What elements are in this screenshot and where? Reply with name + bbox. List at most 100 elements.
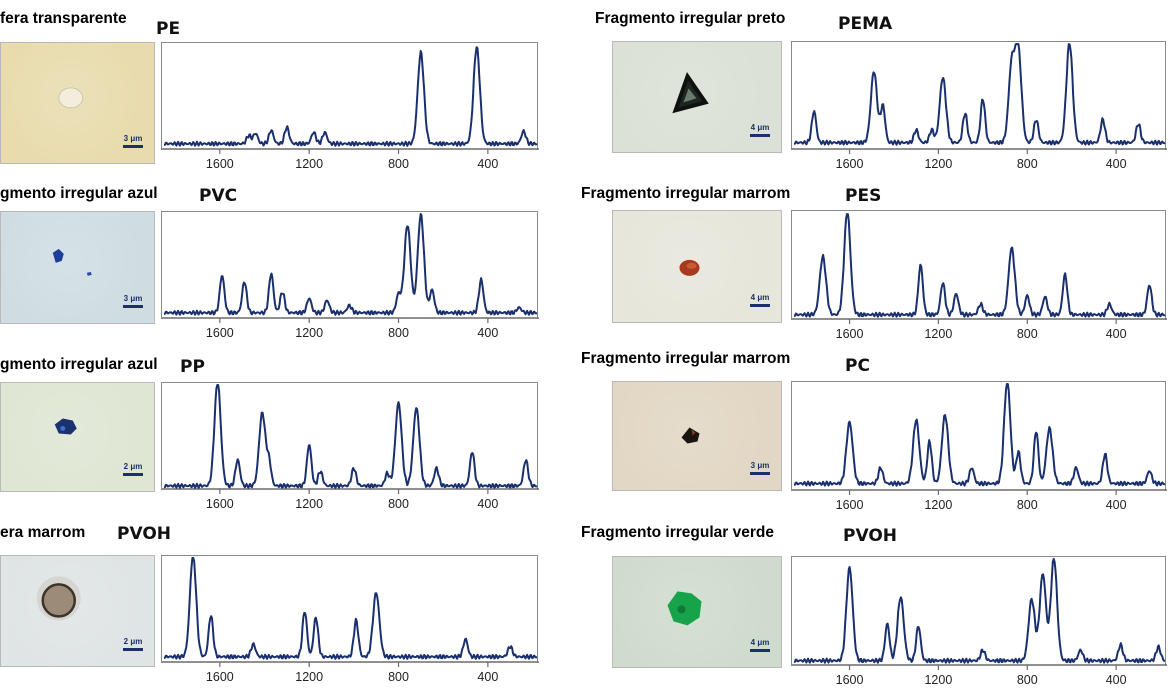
x-tick-label: 1200: [924, 327, 952, 341]
raman-spectrum-chart: 1600 1200 800 400: [791, 41, 1167, 171]
sample-description: gmento irregular azul: [0, 185, 158, 202]
x-tick-label: 400: [1106, 498, 1127, 512]
scale-bar: [750, 304, 770, 307]
x-tick-label: 800: [1017, 327, 1038, 341]
particle-micrograph: 4 μm: [612, 41, 782, 153]
red-brown-fragment-icon: [679, 259, 700, 276]
sample-description: Fragmento irregular marrom: [581, 350, 791, 367]
x-tick-label: 1600: [836, 327, 864, 341]
polymer-label: PVOH: [117, 524, 171, 544]
x-tick-label: 1200: [295, 497, 323, 511]
raman-spectrum-chart: 1600 1200 800 400: [791, 556, 1167, 687]
spectrum-line: [163, 212, 538, 316]
sample-description: gmento irregular azul: [0, 356, 158, 373]
spectrum-svg: 1600 1200 800 400: [162, 556, 539, 684]
spectrum-svg: 1600 1200 800 400: [162, 383, 539, 511]
sample-description: Fragmento irregular verde: [581, 524, 774, 541]
scale-bar-label: 4 μm: [750, 638, 770, 647]
scale-bar-label: 3 μm: [750, 461, 770, 470]
particle-micrograph: 3 μm: [612, 381, 782, 491]
spectrum-svg: 1600 1200 800 400: [792, 382, 1167, 512]
raman-spectrum-chart: 1600 1200 800 400: [161, 42, 539, 171]
x-tick-label: 800: [388, 670, 409, 684]
faint-transparent-sphere-icon: [58, 87, 84, 109]
x-tick-label: 400: [1106, 327, 1127, 341]
particle-micrograph: 3 μm: [0, 42, 155, 164]
x-tick-label: 1200: [295, 326, 323, 340]
scale-bar: [123, 648, 143, 651]
x-tick-label: 1600: [206, 326, 234, 340]
x-tick-label: 1200: [924, 157, 952, 171]
spectrum-svg: 1600 1200 800 400: [792, 42, 1167, 171]
raman-spectrum-chart: 1600 1200 800 400: [161, 382, 539, 511]
sample-description: Fragmento irregular preto: [595, 10, 786, 27]
scale-bar-label: 3 μm: [123, 134, 143, 143]
scale-bar: [750, 134, 770, 137]
x-tick-label: 800: [1017, 498, 1038, 512]
x-tick-label: 400: [477, 670, 498, 684]
scale-bar-label: 4 μm: [750, 123, 770, 132]
spectrum-line: [793, 42, 1166, 146]
x-tick-label: 1200: [924, 673, 952, 687]
polymer-label: PEMA: [838, 14, 893, 34]
x-tick-label: 1600: [836, 673, 864, 687]
spectrum-line: [793, 557, 1166, 664]
scale-bar: [123, 145, 143, 148]
x-tick-label: 1200: [295, 157, 323, 171]
spectrum-line: [793, 382, 1166, 487]
x-tick-label: 1600: [836, 157, 864, 171]
raman-spectrum-chart: 1600 1200 800 400: [161, 555, 539, 684]
dark-blue-fragment-icon: [54, 418, 77, 435]
brown-sphere-icon: [36, 576, 81, 621]
polymer-label: PC: [845, 356, 870, 376]
x-tick-label: 400: [1106, 673, 1127, 687]
x-tick-label: 800: [1017, 673, 1038, 687]
particle-micrograph: 2 μm: [0, 555, 155, 667]
x-tick-label: 800: [388, 497, 409, 511]
raman-spectrum-chart: 1600 1200 800 400: [791, 381, 1167, 512]
scale-bar: [750, 649, 770, 652]
black-triangular-fragment-icon: [672, 72, 709, 114]
x-tick-label: 1600: [206, 157, 234, 171]
spectrum-line: [793, 213, 1166, 318]
x-tick-label: 800: [388, 157, 409, 171]
sample-description: fera transparente: [0, 10, 127, 27]
polymer-label: PVOH: [843, 526, 897, 546]
x-tick-label: 800: [388, 326, 409, 340]
spectrum-svg: 1600 1200 800 400: [792, 213, 1167, 341]
x-tick-label: 1600: [206, 670, 234, 684]
dark-fragment-icon: [681, 427, 700, 444]
polymer-label: PES: [845, 186, 882, 206]
x-tick-label: 1600: [836, 498, 864, 512]
sample-description: era marrom: [0, 524, 86, 541]
spectrum-svg: 1600 1200 800 400: [792, 557, 1167, 687]
spectrum-svg: 1600 1200 800 400: [162, 46, 539, 171]
raman-spectrum-chart: 1600 1200 800 400: [791, 210, 1167, 341]
polymer-label: PP: [180, 357, 205, 377]
sample-description: Fragmento irregular marrom: [581, 185, 791, 202]
blue-fragment-icon: [52, 248, 92, 276]
x-tick-label: 1600: [206, 497, 234, 511]
particle-micrograph: 4 μm: [612, 210, 782, 323]
raman-spectrum-chart: 1600 1200 800 400: [161, 211, 539, 340]
x-tick-label: 400: [1106, 157, 1127, 171]
scale-bar-label: 3 μm: [123, 294, 143, 303]
spectrum-svg: 1600 1200 800 400: [162, 212, 539, 340]
scale-bar: [750, 472, 770, 475]
polymer-label: PE: [156, 19, 181, 39]
x-tick-label: 400: [477, 326, 498, 340]
spectrum-line: [163, 383, 538, 489]
polymer-label: PVC: [199, 186, 238, 206]
x-tick-label: 1200: [295, 670, 323, 684]
scale-bar-label: 4 μm: [750, 293, 770, 302]
particle-micrograph: 3 μm: [0, 211, 155, 324]
particle-micrograph: 2 μm: [0, 382, 155, 492]
scale-bar: [123, 305, 143, 308]
x-tick-label: 400: [477, 157, 498, 171]
x-tick-label: 1200: [924, 498, 952, 512]
scale-bar: [123, 473, 143, 476]
x-tick-label: 800: [1017, 157, 1038, 171]
scale-bar-label: 2 μm: [123, 462, 143, 471]
scale-bar-label: 2 μm: [123, 637, 143, 646]
particle-micrograph: 4 μm: [612, 556, 782, 668]
